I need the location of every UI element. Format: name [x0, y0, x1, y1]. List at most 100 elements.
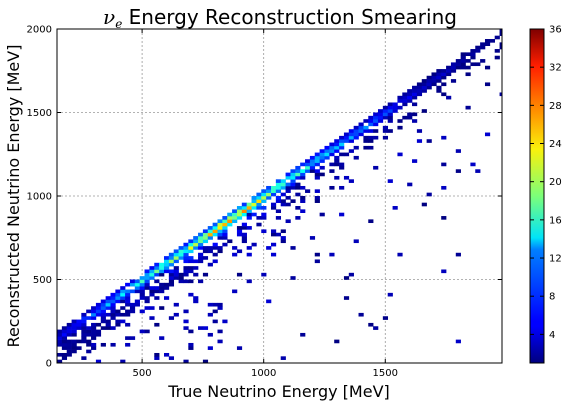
histogram-cell	[241, 232, 247, 237]
histogram-cell	[61, 356, 68, 360]
histogram-cell	[266, 246, 272, 250]
histogram-cell	[373, 122, 379, 127]
histogram-cell	[129, 306, 136, 310]
histogram-cell	[280, 179, 286, 183]
histogram-cell	[71, 339, 77, 344]
histogram-cell	[241, 212, 247, 217]
histogram-cell	[57, 329, 63, 334]
histogram-cell	[280, 202, 286, 207]
histogram-cell	[314, 162, 320, 167]
histogram-cell	[183, 269, 189, 274]
histogram-cell	[309, 236, 316, 240]
histogram-cell	[382, 109, 389, 113]
histogram-cell	[236, 272, 243, 277]
histogram-cell	[125, 302, 131, 307]
histogram-cell	[270, 242, 277, 247]
histogram-cell	[81, 332, 87, 337]
histogram-cell	[232, 252, 238, 257]
histogram-cell	[183, 319, 189, 324]
histogram-cell	[377, 119, 384, 123]
histogram-cell	[465, 72, 471, 77]
histogram-cell	[91, 306, 97, 310]
histogram-cell	[290, 185, 296, 190]
histogram-cell	[334, 149, 340, 153]
histogram-cell	[392, 102, 398, 107]
histogram-cell	[198, 232, 204, 237]
histogram-cell	[163, 259, 170, 264]
histogram-cell	[110, 299, 116, 304]
histogram-cell	[105, 319, 111, 324]
histogram-cell	[129, 309, 136, 314]
histogram-cell	[188, 259, 194, 264]
histogram-cell	[368, 115, 374, 120]
histogram-cell	[319, 155, 325, 160]
histogram-cell	[397, 252, 403, 257]
y-tick-label: 1500	[27, 108, 52, 119]
histogram-cell	[412, 159, 418, 163]
histogram-cell	[261, 206, 267, 210]
histogram-cell	[305, 159, 311, 163]
histogram-cell	[178, 246, 184, 250]
histogram-cell	[61, 336, 68, 340]
histogram-cell	[305, 162, 311, 167]
histogram-cell	[416, 85, 423, 90]
histogram-cell	[363, 135, 369, 140]
histogram-cell	[475, 45, 481, 50]
histogram-cell	[95, 306, 102, 310]
histogram-cell	[168, 262, 175, 267]
histogram-cell	[353, 129, 359, 133]
histogram-cell	[198, 279, 204, 284]
histogram-cell	[76, 339, 82, 344]
histogram-cell	[91, 346, 97, 350]
histogram-cell	[377, 112, 384, 117]
y-tick-label: 0	[46, 359, 52, 370]
histogram-cell	[236, 229, 243, 234]
histogram-cell	[105, 299, 111, 304]
histogram-cell	[397, 125, 403, 130]
histogram-cell	[480, 42, 486, 46]
histogram-cell	[173, 256, 179, 260]
histogram-cell	[139, 309, 145, 314]
histogram-cell	[134, 282, 140, 287]
histogram-cell	[251, 206, 257, 210]
histogram-cell	[329, 169, 335, 173]
histogram-cell	[139, 292, 145, 297]
histogram-cell	[455, 65, 461, 70]
histogram-cell	[241, 206, 247, 210]
histogram-cell	[115, 296, 121, 300]
histogram-cell	[246, 226, 252, 230]
histogram-cell	[280, 192, 286, 197]
histogram-cell	[154, 286, 160, 290]
histogram-cell	[431, 72, 437, 77]
histogram-cell	[450, 62, 457, 67]
histogram-cell	[275, 196, 282, 200]
histogram-cell	[232, 246, 238, 250]
histogram-cell	[339, 162, 345, 167]
histogram-cell	[494, 35, 500, 40]
histogram-cell	[227, 216, 233, 220]
histogram-cell	[173, 302, 179, 307]
histogram-cell	[232, 216, 238, 220]
histogram-cell	[441, 72, 447, 77]
histogram-cell	[57, 359, 63, 363]
histogram-cell	[139, 276, 145, 280]
histogram-cell	[86, 309, 92, 314]
histogram-cell	[168, 356, 175, 360]
histogram-cell	[236, 232, 243, 237]
histogram-cell	[387, 179, 393, 183]
x-tick-label: 500	[133, 368, 152, 379]
histogram-cell	[222, 226, 228, 230]
histogram-cell	[129, 289, 136, 294]
histogram-cell	[212, 242, 218, 247]
histogram-cell	[163, 266, 170, 270]
histogram-cell	[183, 359, 189, 363]
histogram-cell	[407, 89, 413, 93]
histogram-cell	[270, 185, 277, 190]
histogram-cell	[450, 65, 457, 70]
histogram-cell	[280, 356, 286, 360]
histogram-cell	[115, 319, 121, 324]
histogram-cell	[348, 179, 354, 183]
histogram-cell	[105, 302, 111, 307]
histogram-cell	[217, 249, 223, 254]
histogram-cell	[256, 222, 262, 227]
